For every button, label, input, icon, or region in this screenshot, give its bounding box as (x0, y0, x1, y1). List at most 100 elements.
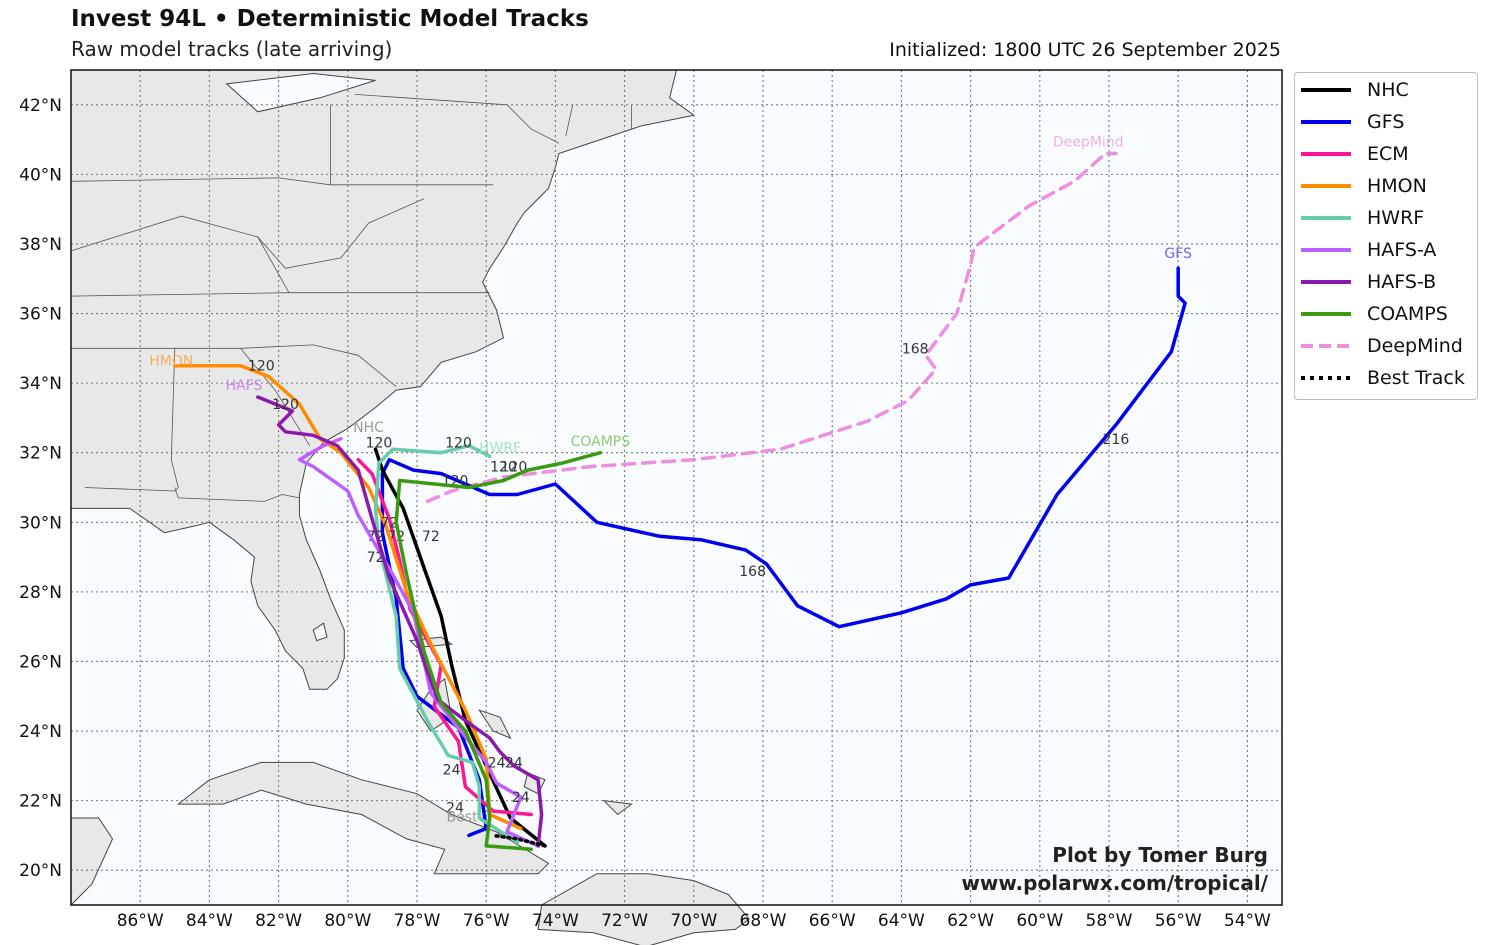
track-name-label: NHC (353, 420, 384, 436)
legend-swatch (1301, 120, 1351, 124)
lon-tick-label: 70°W (670, 911, 717, 931)
legend-label: HAFS-B (1367, 271, 1437, 293)
track-hour-label: 24 (443, 762, 461, 778)
track-name-label: DeepMind (1053, 135, 1124, 151)
legend-item-gfs: GFS (1301, 107, 1404, 137)
legend-item-hafs-a: HAFS-A (1301, 235, 1436, 265)
map-frame (70, 69, 1283, 906)
legend-label: GFS (1367, 111, 1405, 133)
legend: NHC GFS ECM HMON HWRF HAFS-A HAFS-B COAM… (1294, 72, 1478, 400)
legend-label: HAFS-A (1367, 239, 1437, 261)
lon-tick-label: 58°W (1086, 911, 1133, 931)
track-name-label: HAFS (226, 378, 263, 394)
legend-swatch (1301, 248, 1351, 252)
track-hour-label: 24 (488, 755, 506, 771)
state-border (354, 94, 560, 144)
lat-tick-label: 28°N (19, 583, 62, 603)
hispaniola-land (537, 873, 750, 945)
legend-swatch (1301, 376, 1351, 380)
chart-title: Invest 94L • Deterministic Model Tracks (71, 6, 589, 32)
lon-tick-label: 66°W (809, 911, 856, 931)
legend-label: HMON (1367, 175, 1427, 197)
track-hour-label: 120 (366, 435, 393, 451)
credit-author: Plot by Tomer Burg (1052, 843, 1268, 867)
track-hour-label: 24 (505, 755, 523, 771)
chart-subtitle: Raw model tracks (late arriving) (71, 37, 393, 61)
lon-tick-label: 68°W (740, 911, 787, 931)
state-border (70, 215, 290, 293)
lon-tick-label: 78°W (394, 911, 441, 931)
legend-swatch (1301, 216, 1351, 220)
track-hour-label: 216 (1103, 432, 1130, 448)
legend-label: NHC (1367, 79, 1409, 101)
legend-item-nhc: NHC (1301, 75, 1409, 105)
lat-tick-label: 36°N (19, 305, 62, 325)
legend-label: Best Track (1367, 367, 1465, 389)
lon-tick-label: 82°W (255, 911, 302, 931)
lon-tick-label: 76°W (463, 911, 510, 931)
legend-label: DeepMind (1367, 335, 1463, 357)
lat-tick-label: 32°N (19, 444, 62, 464)
legend-swatch (1301, 280, 1351, 284)
track-hafs-b (256, 395, 544, 848)
lon-tick-label: 80°W (324, 911, 371, 931)
cuba-land (176, 761, 550, 875)
lon-tick-label: 74°W (532, 911, 579, 931)
usa-land (70, 69, 696, 690)
track-hour-label: 24 (512, 790, 530, 806)
initialized-time: Initialized: 1800 UTC 26 September 2025 (889, 39, 1281, 61)
track-hour-label: 120 (272, 397, 299, 413)
track-hour-label: 168 (739, 564, 766, 580)
track-name-label: HMON (149, 354, 193, 370)
legend-swatch (1301, 152, 1351, 156)
state-border (565, 104, 574, 137)
track-hour-label: 24 (446, 801, 464, 817)
legend-label: ECM (1367, 143, 1409, 165)
lon-tick-label: 84°W (186, 911, 233, 931)
state-border (174, 487, 300, 502)
track-name-label: GFS (1164, 246, 1192, 262)
track-hour-label: 120 (445, 435, 472, 451)
legend-label: COAMPS (1367, 303, 1448, 325)
lon-tick-label: 86°W (117, 911, 164, 931)
track-nhc (373, 447, 547, 848)
lon-tick-label: 64°W (878, 911, 925, 931)
track-hour-label: 72 (367, 550, 385, 566)
state-border (257, 198, 425, 269)
track-name-label: COAMPS (571, 434, 631, 450)
legend-item-hmon: HMON (1301, 171, 1427, 201)
track-gfs (380, 266, 1187, 838)
lake-erie (225, 72, 376, 113)
lat-tick-label: 26°N (19, 652, 62, 672)
legend-swatch (1301, 88, 1351, 92)
legend-item-hafs-b: HAFS-B (1301, 267, 1436, 297)
bahamas-island (602, 799, 633, 816)
legend-item-best-track: Best Track (1301, 363, 1465, 393)
state-border (240, 348, 311, 446)
lat-tick-label: 38°N (19, 235, 62, 255)
lat-tick-label: 40°N (19, 165, 62, 185)
state-border (71, 344, 397, 387)
lat-tick-label: 34°N (19, 374, 62, 394)
track-name-label: HWRF (479, 441, 521, 457)
lat-tick-label: 24°N (19, 722, 62, 742)
track-hour-label: 120 (248, 359, 275, 375)
lat-tick-label: 22°N (19, 792, 62, 812)
legend-swatch (1301, 184, 1351, 188)
lon-tick-label: 60°W (1016, 911, 1063, 931)
track-hour-label: 168 (902, 341, 929, 357)
legend-label: HWRF (1367, 207, 1425, 229)
credit-url: www.polarwx.com/tropical/ (961, 871, 1268, 895)
legend-item-coamps: COAMPS (1301, 299, 1448, 329)
lake-okeechobee (312, 622, 328, 642)
lon-tick-label: 56°W (1155, 911, 1202, 931)
lon-tick-label: 54°W (1224, 911, 1271, 931)
legend-item-deepmind: DeepMind (1301, 331, 1463, 361)
track-best-track (491, 833, 547, 848)
lat-tick-label: 30°N (19, 513, 62, 533)
legend-swatch (1301, 344, 1351, 348)
lon-tick-label: 62°W (947, 911, 994, 931)
state-border (84, 348, 179, 492)
track-coamps (394, 450, 603, 852)
